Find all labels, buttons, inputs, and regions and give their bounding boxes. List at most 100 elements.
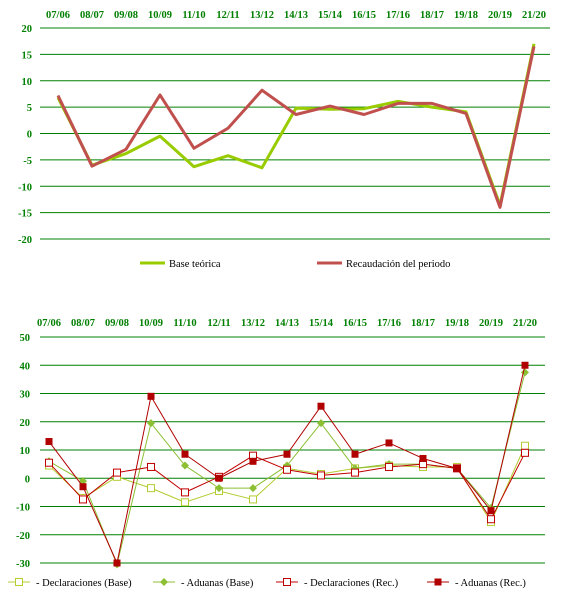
y-tick-label: 10 xyxy=(20,446,31,457)
legend-label-base-teorica: Base teórica xyxy=(169,259,221,270)
x-tick-label: 17/16 xyxy=(377,318,401,329)
x-tick-label: 15/14 xyxy=(309,318,334,329)
x-tick-label: 08/07 xyxy=(80,10,104,21)
x-tick-label: 20/19 xyxy=(488,10,512,21)
y-tick-label: 20 xyxy=(20,418,31,429)
y-tick-label: -10 xyxy=(16,503,30,514)
data-point xyxy=(453,464,461,472)
series-recaudacion-del-periodo xyxy=(56,46,536,209)
data-point xyxy=(249,495,257,504)
y-tick-label: 15 xyxy=(22,50,33,61)
data-point xyxy=(351,468,359,477)
legend-marker-aduanas-rec xyxy=(434,578,442,586)
y-tick-label: 20 xyxy=(22,24,33,35)
series-declaraciones-rec xyxy=(45,448,529,524)
data-point xyxy=(249,484,257,493)
x-tick-label: 14/13 xyxy=(275,318,299,329)
data-point xyxy=(147,484,155,493)
series-line xyxy=(56,46,536,209)
x-tick-label: 17/16 xyxy=(386,10,410,21)
y-tick-label: -15 xyxy=(18,209,32,220)
x-tick-label: 19/18 xyxy=(454,10,478,21)
legend-marker-declaraciones-rec xyxy=(283,578,291,586)
data-point xyxy=(317,419,325,428)
y-tick-label: -10 xyxy=(18,182,32,193)
data-point xyxy=(79,477,87,486)
x-tick-label: 08/07 xyxy=(71,318,95,329)
y-tick-label: 10 xyxy=(22,77,33,88)
x-tick-label: 11/10 xyxy=(182,10,205,21)
x-tick-label: 21/20 xyxy=(513,318,537,329)
y-tick-label: 0 xyxy=(25,474,30,485)
series-base-teorica xyxy=(56,43,536,207)
data-point xyxy=(147,462,155,471)
x-tick-label: 07/06 xyxy=(37,318,61,329)
x-tick-label: 12/11 xyxy=(216,10,239,21)
x-tick-label: 19/18 xyxy=(445,318,469,329)
legend-label-declaraciones-rec: - Declaraciones (Rec.) xyxy=(304,578,399,589)
x-tick-label: 21/20 xyxy=(522,10,546,21)
y-tick-label: 0 xyxy=(27,130,32,141)
y-tick-label: 40 xyxy=(20,361,31,372)
data-point xyxy=(521,441,529,450)
legend-top: Base teórica Recaudación del periodo xyxy=(140,259,450,270)
data-point xyxy=(181,461,189,470)
x-tick-label: 07/06 xyxy=(46,10,70,21)
x-tick-label: 14/13 xyxy=(284,10,308,21)
data-point xyxy=(351,450,359,458)
x-tick-label: 13/12 xyxy=(241,318,265,329)
data-point xyxy=(215,484,223,493)
data-point xyxy=(249,457,257,465)
y-tick-label: -20 xyxy=(18,235,32,246)
x-tick-label: 18/17 xyxy=(411,318,435,329)
legend-label-aduanas-base: - Aduanas (Base) xyxy=(181,578,254,589)
data-point xyxy=(283,450,291,458)
chart-top: -20 -15 -10 -5 0 5 10 15 20 07/06 08/07 09/08 10/09 1… xyxy=(18,10,550,246)
data-point xyxy=(181,498,189,507)
data-point xyxy=(385,462,393,471)
data-point xyxy=(45,458,53,467)
data-point xyxy=(419,454,427,462)
data-point xyxy=(45,438,53,446)
data-point xyxy=(147,392,155,400)
legend-label-declaraciones-base: - Declaraciones (Base) xyxy=(36,578,132,589)
legend-marker-declaraciones-base xyxy=(15,578,23,586)
x-tick-label: 09/08 xyxy=(105,318,129,329)
x-tick-label: 12/11 xyxy=(207,318,230,329)
x-tick-label: 09/08 xyxy=(114,10,138,21)
data-point xyxy=(487,507,495,515)
data-point xyxy=(181,450,189,458)
legend-marker-aduanas-base xyxy=(160,578,168,586)
y-tick-label: -30 xyxy=(16,559,30,570)
data-point xyxy=(113,468,121,477)
data-point xyxy=(317,471,325,480)
data-point xyxy=(79,495,87,504)
data-point xyxy=(521,361,529,369)
x-tick-label: 10/09 xyxy=(139,318,163,329)
data-point xyxy=(521,448,529,457)
x-tick-label: 20/19 xyxy=(479,318,503,329)
y-tick-label: 50 xyxy=(20,333,31,344)
data-point xyxy=(215,474,223,482)
y-tick-label: -20 xyxy=(16,531,30,542)
data-point xyxy=(181,488,189,497)
data-point xyxy=(487,515,495,524)
x-tick-label: 16/15 xyxy=(352,10,376,21)
data-point xyxy=(385,439,393,447)
legend-label-recaudacion: Recaudación del periodo xyxy=(346,259,450,270)
data-point xyxy=(79,483,87,491)
data-point xyxy=(147,419,155,428)
data-point xyxy=(317,402,325,410)
series-line xyxy=(56,43,536,207)
y-tick-label: 30 xyxy=(20,390,31,401)
y-tick-label: 5 xyxy=(27,103,32,114)
x-tick-label: 10/09 xyxy=(148,10,172,21)
x-tick-label: 16/15 xyxy=(343,318,367,329)
chart-bottom: -30 -20 -10 0 10 20 30 40 50 07/06 08/07 09/08 10/09… xyxy=(16,318,545,570)
data-point xyxy=(283,465,291,474)
x-tick-label: 13/12 xyxy=(250,10,274,21)
y-tick-label: -5 xyxy=(23,156,32,167)
legend-label-aduanas-rec: - Aduanas (Rec.) xyxy=(455,578,526,589)
x-tick-label: 15/14 xyxy=(318,10,343,21)
